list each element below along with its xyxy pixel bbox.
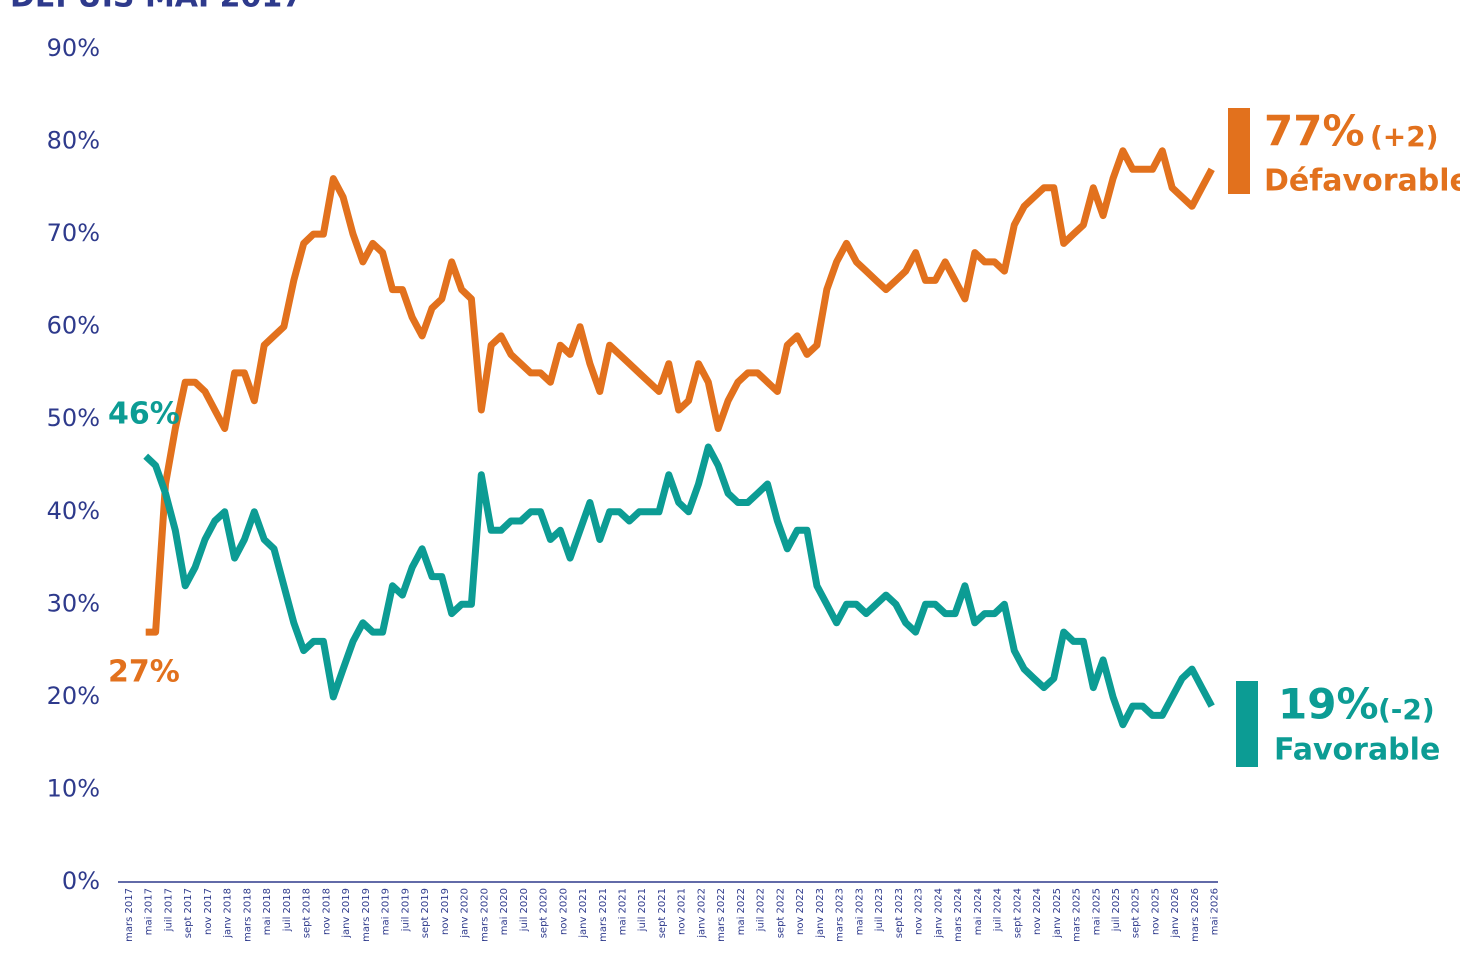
y-tick-label: 90%: [47, 34, 100, 62]
x-tick-label: sept 2022: [775, 888, 786, 938]
legend-swatch: [1236, 681, 1258, 767]
x-tick-label: mai 2025: [1091, 888, 1102, 935]
x-tick-label: sept 2024: [1012, 888, 1023, 938]
x-tick-label: mai 2019: [381, 888, 392, 935]
x-tick-label: nov 2024: [1032, 888, 1043, 935]
end-change: (-2): [1378, 693, 1435, 726]
x-tick-label: janv 2022: [696, 888, 707, 939]
x-tick-label: janv 2023: [815, 888, 826, 939]
x-tick-label: sept 2018: [302, 888, 313, 938]
line-series: [145, 147, 1215, 636]
chart-title: DEPUIS MAI 2017: [10, 0, 303, 15]
x-tick-label: mars 2023: [835, 888, 846, 942]
y-tick-label: 50%: [47, 404, 100, 432]
x-tick-label: juil 2024: [993, 888, 1004, 932]
x-tick-label: sept 2021: [657, 888, 668, 938]
line-series: [143, 443, 1215, 729]
legend-swatch: [1228, 108, 1250, 194]
x-tick-label: juil 2025: [1111, 888, 1122, 932]
x-tick-label: juil 2020: [519, 888, 530, 932]
end-value: 77%: [1264, 107, 1365, 156]
x-tick-label: nov 2020: [558, 888, 569, 935]
legend-label: Favorable: [1274, 733, 1440, 768]
y-tick-label: 10%: [47, 774, 100, 802]
y-tick-label: 60%: [47, 312, 100, 340]
x-tick-label: juil 2023: [874, 888, 885, 932]
start-label: 27%: [108, 655, 180, 690]
x-tick-label: nov 2021: [677, 888, 688, 935]
x-tick-label: sept 2019: [420, 888, 431, 938]
x-tick-label: juil 2019: [400, 888, 411, 932]
x-tick-label: mai 2021: [618, 888, 629, 935]
x-tick-label: nov 2025: [1150, 888, 1161, 935]
y-tick-label: 20%: [47, 682, 100, 710]
y-tick-label: 70%: [47, 219, 100, 247]
x-tick-label: mars 2017: [124, 888, 135, 942]
y-tick-label: 30%: [47, 589, 100, 617]
x-tick-label: mai 2024: [973, 888, 984, 935]
x-tick-label: mars 2022: [716, 888, 727, 942]
x-tick-label: nov 2019: [440, 888, 451, 935]
x-tick-label: mars 2021: [598, 888, 609, 942]
x-tick-label: mars 2024: [953, 888, 964, 942]
x-tick-label: janv 2024: [933, 888, 944, 939]
x-tick-label: mai 2020: [499, 888, 510, 935]
end-change: (+2): [1370, 120, 1439, 153]
x-tick-label: sept 2025: [1131, 888, 1142, 938]
x-tick-label: janv 2019: [341, 888, 352, 939]
x-tick-label: sept 2023: [894, 888, 905, 938]
x-tick-label: nov 2023: [914, 888, 925, 935]
end-value: 19%: [1278, 680, 1379, 729]
x-tick-label: mars 2026: [1190, 888, 1201, 942]
x-tick-label: nov 2017: [203, 888, 214, 935]
x-tick-label: juil 2022: [756, 888, 767, 932]
x-tick-label: nov 2022: [795, 888, 806, 935]
y-tick-label: 80%: [47, 127, 100, 155]
x-tick-label: mai 2018: [262, 888, 273, 935]
x-tick-label: mars 2018: [242, 888, 253, 942]
y-tick-label: 0%: [62, 867, 100, 895]
x-tick-label: sept 2020: [539, 888, 550, 938]
y-tick-label: 40%: [47, 497, 100, 525]
x-tick-label: juil 2021: [637, 888, 648, 932]
x-tick-label: nov 2018: [321, 888, 332, 935]
x-tick-label: mai 2017: [144, 888, 155, 935]
x-tick-label: mars 2025: [1072, 888, 1083, 942]
x-tick-label: mai 2022: [736, 888, 747, 935]
start-label: 46%: [108, 397, 180, 432]
x-tick-label: janv 2020: [460, 888, 471, 939]
x-tick-label: janv 2026: [1170, 888, 1181, 939]
x-tick-label: juil 2018: [282, 888, 293, 932]
x-tick-label: mars 2020: [479, 888, 490, 942]
x-tick-label: mai 2023: [854, 888, 865, 935]
x-tick-label: janv 2025: [1052, 888, 1063, 939]
x-tick-label: mars 2019: [361, 888, 372, 942]
x-tick-label: janv 2021: [578, 888, 589, 939]
x-tick-label: janv 2018: [223, 888, 234, 939]
x-tick-label: sept 2017: [183, 888, 194, 938]
legend-label: Défavorable: [1264, 164, 1460, 199]
x-tick-label: juil 2017: [163, 888, 174, 932]
x-tick-label: mai 2026: [1210, 888, 1221, 935]
